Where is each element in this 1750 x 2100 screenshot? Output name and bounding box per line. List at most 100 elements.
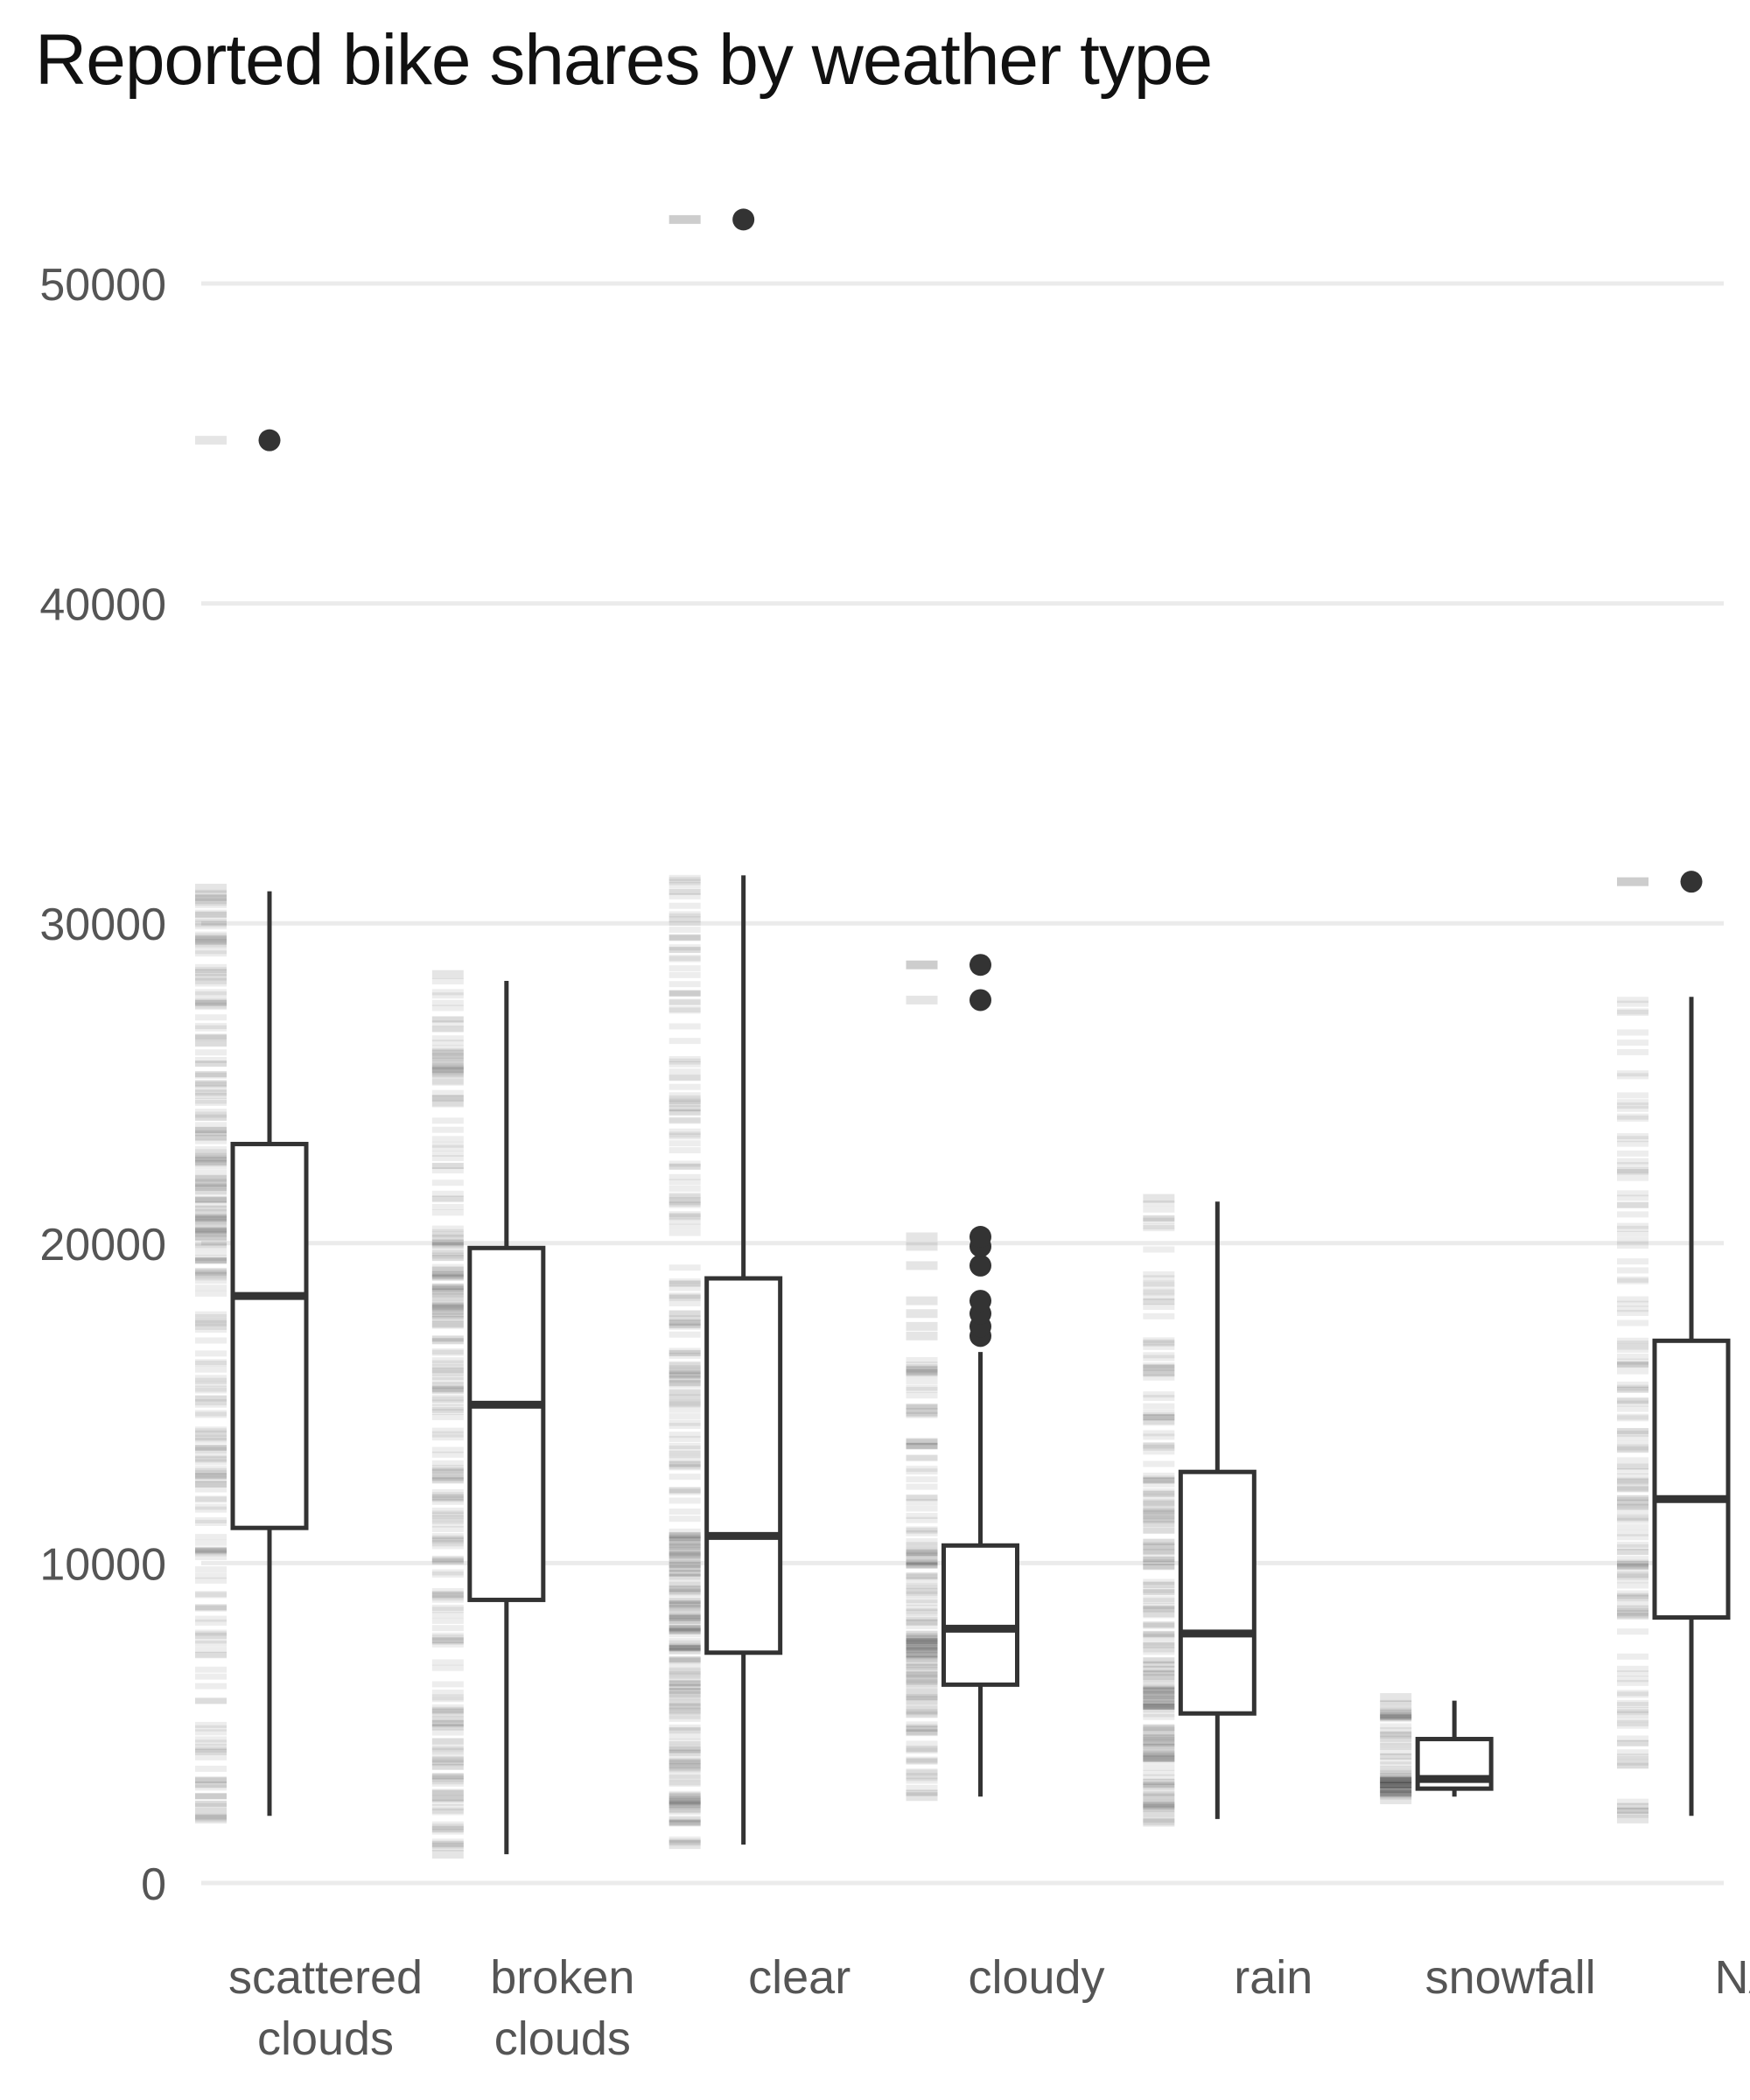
box-5 <box>1415 1700 1494 1797</box>
rug-mark <box>195 1438 227 1445</box>
rug-mark <box>906 1549 938 1556</box>
rug-mark <box>1617 1048 1648 1055</box>
rug-mark <box>1380 1723 1412 1730</box>
rug-mark <box>431 1101 464 1108</box>
rug-mark <box>431 992 464 999</box>
rug-mark <box>1617 1665 1648 1672</box>
rug-mark <box>195 1503 227 1510</box>
rug-mark <box>668 1762 701 1769</box>
rug-mark <box>1143 1281 1175 1288</box>
rug-mark <box>668 1656 701 1662</box>
y-tick-label: 10000 <box>39 1539 166 1590</box>
rug-mark <box>1617 1362 1648 1368</box>
rug-mark <box>906 1558 938 1564</box>
rug-mark <box>1380 1789 1412 1796</box>
rug-mark <box>1143 1673 1175 1680</box>
rug-mark <box>1617 1564 1648 1572</box>
rug-mark <box>668 1310 701 1317</box>
rug-mark <box>195 1506 227 1513</box>
rug-mark <box>906 1768 938 1775</box>
rug-mark <box>1617 1544 1648 1550</box>
outlier-point <box>970 954 991 976</box>
rug-mark <box>668 1617 701 1624</box>
rug-mark <box>668 1534 701 1541</box>
rug-mark <box>668 888 701 895</box>
rug-mark <box>668 934 701 941</box>
rug-mark <box>668 1656 701 1663</box>
rug-mark <box>431 1311 464 1318</box>
rug-mark <box>668 1555 701 1562</box>
rug-mark <box>1143 1510 1175 1517</box>
rug-mark <box>668 1549 701 1556</box>
rug-mark <box>668 1389 701 1396</box>
rug-mark <box>431 1239 464 1246</box>
rug-mark <box>906 1675 938 1682</box>
rug-mark <box>431 989 464 996</box>
rug-mark <box>195 883 227 892</box>
rug-mark <box>195 1004 227 1011</box>
rug-mark <box>195 1034 227 1041</box>
rug-mark <box>195 938 227 945</box>
rug-mark <box>431 1292 464 1299</box>
rug-mark <box>195 1311 227 1318</box>
rug-mark <box>195 1256 227 1264</box>
rug-mark <box>195 1480 227 1487</box>
rug-mark <box>906 1651 938 1658</box>
rug-mark <box>1617 1593 1648 1600</box>
rug-mark <box>1143 1794 1175 1801</box>
rug-mark <box>1143 1670 1175 1676</box>
rug-mark <box>668 1693 701 1700</box>
rug-mark <box>668 1663 701 1670</box>
rug-mark <box>668 1628 701 1634</box>
rug-mark <box>906 1572 938 1578</box>
rug-mark <box>906 1695 938 1702</box>
iqr-box <box>230 1141 309 1530</box>
rug-mark <box>195 1002 227 1009</box>
rug-mark <box>1143 1656 1175 1663</box>
rug-mark <box>906 1756 938 1763</box>
rug-mark <box>906 1392 938 1399</box>
rug-mark <box>906 1721 938 1728</box>
rug-mark <box>1143 1703 1175 1710</box>
rug-mark <box>1143 1444 1175 1451</box>
rug-mark <box>906 1558 938 1565</box>
rug-mark <box>1617 1225 1648 1232</box>
rug-mark <box>906 1331 938 1340</box>
rug-mark <box>1617 1201 1648 1208</box>
rug-mark <box>1617 997 1648 1004</box>
rug-mark <box>195 1740 227 1746</box>
rug-mark <box>1143 1685 1175 1692</box>
rug-mark <box>1380 1782 1412 1788</box>
rug-mark <box>668 1637 701 1644</box>
rug-mark <box>1380 1712 1412 1719</box>
rug-mark <box>1380 1782 1412 1788</box>
rug-mark <box>431 1558 464 1564</box>
rug-mark <box>668 1585 701 1592</box>
rug-mark <box>906 1454 938 1461</box>
rug-mark <box>1143 1693 1175 1700</box>
rug-mark <box>1143 1810 1175 1817</box>
rug-mark <box>668 1802 701 1810</box>
rug-mark <box>668 1098 701 1105</box>
rug-mark <box>906 1605 938 1612</box>
rug-mark <box>431 1273 464 1280</box>
rug-mark <box>431 1543 464 1550</box>
rug-mark <box>195 915 227 922</box>
rug-mark <box>668 1464 701 1471</box>
rug-mark <box>668 1644 701 1651</box>
rug-mark <box>1380 1775 1412 1782</box>
rug-mark <box>906 1550 938 1557</box>
rug-mark <box>1617 1300 1648 1307</box>
rug-mark <box>431 1264 464 1270</box>
rug-mark <box>668 1614 701 1621</box>
rug-mark <box>195 1274 227 1281</box>
rug-4 <box>1143 1194 1175 1827</box>
rug-mark <box>1617 1514 1648 1521</box>
rug-strips <box>195 214 1648 1859</box>
rug-mark <box>1617 1258 1648 1265</box>
rug-mark <box>906 1653 938 1660</box>
rug-mark <box>668 1690 701 1698</box>
rug-mark <box>431 1283 464 1290</box>
rug-mark <box>668 1816 701 1823</box>
rug-mark <box>195 1214 227 1222</box>
